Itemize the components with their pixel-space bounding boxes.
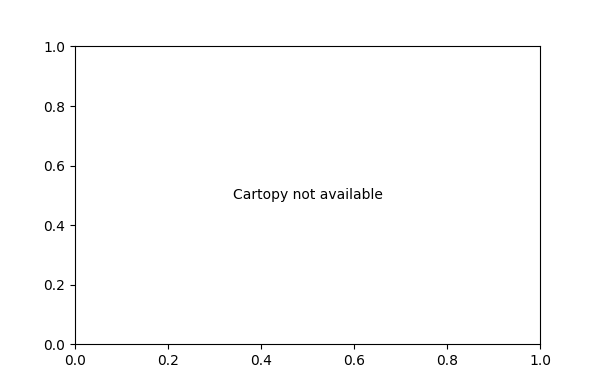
Text: Cartopy not available: Cartopy not available: [233, 188, 382, 202]
